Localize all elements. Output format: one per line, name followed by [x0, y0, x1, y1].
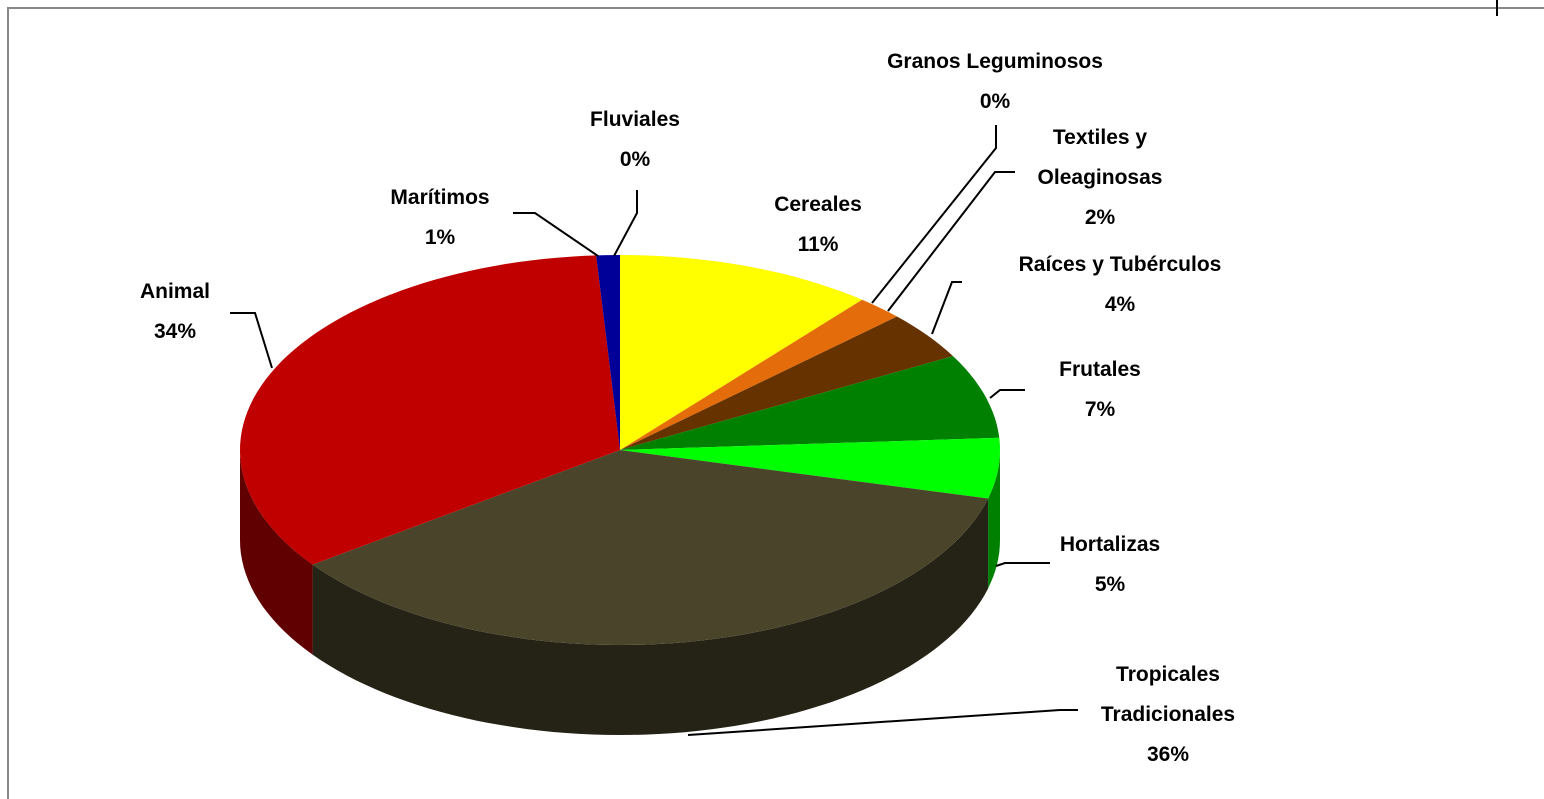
slice-label: Tropicales Tradicionales 36% [1058, 655, 1278, 775]
slice [620, 356, 1000, 450]
slice-label: Frutales 7% [1000, 350, 1200, 430]
category-label: Fluviales [590, 108, 680, 131]
leader-line [513, 212, 599, 257]
category-label: Raíces y Tubérculos [1018, 253, 1222, 276]
slice-label: Textiles y Oleaginosas 2% [1000, 118, 1200, 238]
value-label: 34% [153, 320, 197, 343]
slice-label: Hortalizas 5% [1010, 525, 1210, 605]
slice-side [312, 498, 989, 735]
value-label: 0% [979, 90, 1011, 113]
leader-line [687, 709, 1078, 736]
slice-sides [240, 450, 1000, 735]
leader-line [995, 562, 1050, 567]
slice-label: Marítimos 1% [340, 178, 540, 258]
frame [7, 7, 1544, 799]
value-label: 1% [424, 226, 456, 249]
category-label: Tropicales Tradicionales [1100, 663, 1236, 726]
value-label: 11% [797, 233, 839, 256]
leader-line [887, 171, 1015, 312]
category-label: Textiles y Oleaginosas [1037, 126, 1163, 189]
slice [620, 255, 863, 450]
slice [620, 316, 953, 450]
slice-tops [240, 255, 1000, 645]
slice-label: Fluviales 0% [535, 100, 735, 180]
category-label: Frutales [1059, 358, 1141, 381]
value-label: 4% [1104, 293, 1136, 316]
category-label: Cereales [774, 193, 862, 216]
leader-line [613, 190, 638, 257]
slice [312, 450, 989, 645]
category-label: Marítimos [390, 186, 490, 209]
value-label: 2% [1084, 206, 1116, 229]
leader-line [871, 125, 997, 304]
value-label: 7% [1084, 398, 1116, 421]
slice [620, 299, 897, 450]
value-label: 36% [1146, 743, 1190, 766]
slice [240, 255, 620, 565]
slice-label: Animal 34% [100, 272, 250, 352]
category-label: Hortalizas [1059, 533, 1161, 556]
slice-side [988, 450, 1000, 589]
category-label: Granos Leguminosos [887, 50, 1103, 73]
leader-line [230, 312, 273, 369]
value-label: 5% [1094, 573, 1126, 596]
slice-label: Raíces y Tubérculos 4% [970, 245, 1270, 325]
value-label: 0% [619, 148, 651, 171]
category-label: Animal [139, 280, 210, 303]
slice-side [240, 450, 313, 655]
slice-label: Cereales 11% [718, 185, 918, 265]
leader-line [931, 281, 962, 335]
slice-label: Granos Leguminosos 0% [845, 42, 1145, 122]
leader-line [989, 389, 1025, 399]
slice [596, 255, 620, 450]
slice [620, 437, 1000, 499]
